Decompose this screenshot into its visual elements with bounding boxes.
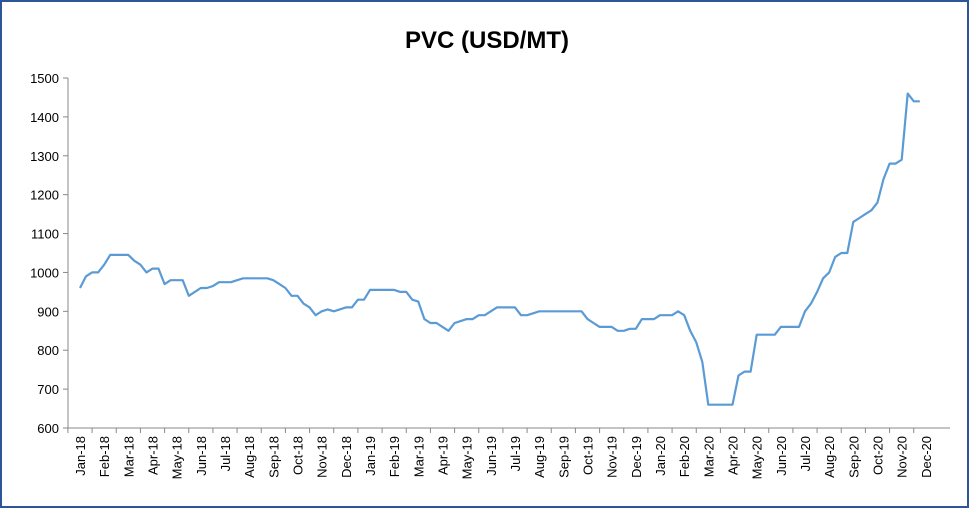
x-tick-label: Jun-20 — [774, 436, 789, 476]
y-tick-label: 1100 — [31, 227, 59, 242]
x-tick-label: Dec-18 — [339, 436, 354, 478]
y-tick-label: 900 — [37, 304, 59, 319]
y-tick-label: 1300 — [30, 149, 59, 164]
x-tick-label: Dec-19 — [629, 436, 644, 478]
x-tick-label: Feb-19 — [387, 436, 402, 477]
x-tick-label: May-18 — [170, 436, 185, 479]
x-tick-label: Feb-18 — [97, 436, 112, 477]
y-tick-label: 1400 — [30, 110, 59, 125]
x-tick-label: Oct-19 — [581, 436, 596, 475]
x-tick-label: Aug-19 — [532, 436, 547, 478]
line-series — [79, 92, 920, 406]
x-tick-label: May-20 — [750, 436, 765, 479]
x-tick-label: Oct-20 — [871, 436, 886, 475]
x-tick-label: Jun-19 — [484, 436, 499, 476]
x-tick-label: Jul-19 — [508, 436, 523, 471]
chart-title: PVC (USD/MT) — [405, 27, 569, 54]
x-tick-label: Jan-19 — [363, 436, 378, 476]
x-tick-label: Aug-18 — [242, 436, 257, 478]
x-tick-label: Apr-20 — [726, 436, 741, 475]
x-tick-label: Sep-18 — [266, 436, 281, 478]
x-tick-label: Apr-18 — [146, 436, 161, 475]
x-tick-label: Aug-20 — [822, 436, 837, 478]
x-tick-label: Jan-20 — [653, 436, 668, 476]
x-tick-label: Mar-18 — [121, 436, 136, 477]
x-tick-label: Dec-20 — [919, 436, 934, 478]
x-tick-label: Nov-19 — [605, 436, 620, 478]
x-tick-label: Jul-20 — [798, 436, 813, 471]
x-tick-label: Oct-18 — [291, 436, 306, 475]
x-tick-label: Jul-18 — [218, 436, 233, 471]
x-tick-label: Jun-18 — [194, 436, 209, 476]
x-tick-label: Feb-20 — [677, 436, 692, 477]
x-tick-label: Nov-20 — [895, 436, 910, 478]
y-tick-label: 1000 — [30, 265, 59, 280]
x-tick-label: Apr-19 — [436, 436, 451, 475]
x-tick-label: Mar-19 — [411, 436, 426, 477]
y-tick-label: 600 — [37, 421, 59, 436]
y-tick-label: 1200 — [30, 188, 59, 203]
y-tick-label: 1500 — [30, 71, 59, 86]
x-tick-label: Mar-20 — [701, 436, 716, 477]
x-tick-label: Sep-20 — [846, 436, 861, 478]
y-tick-label: 700 — [37, 382, 59, 397]
x-tick-label: Nov-18 — [315, 436, 330, 478]
y-tick-label: 800 — [37, 343, 59, 358]
x-tick-label: May-19 — [460, 436, 475, 479]
x-tick-label: Sep-19 — [556, 436, 571, 478]
x-tick-label: Jan-18 — [73, 436, 88, 476]
